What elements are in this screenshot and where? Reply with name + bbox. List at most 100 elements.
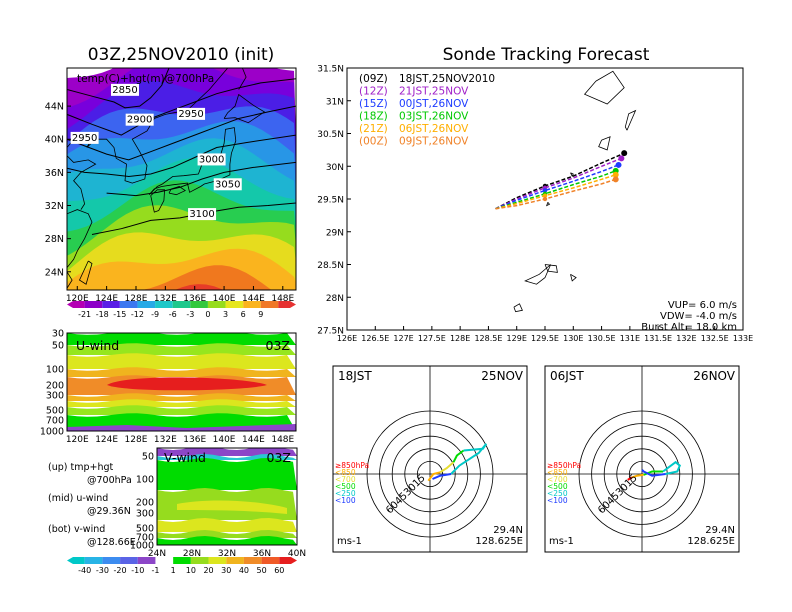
contour-label-bg	[70, 131, 99, 144]
level-legend: <100	[335, 496, 356, 505]
map-frame	[66, 67, 297, 291]
track-endpoint	[621, 150, 628, 157]
lon-tick: 126.5E	[361, 334, 389, 343]
pressure-tick: 200	[46, 381, 64, 392]
launch-code: (12Z)	[359, 86, 388, 98]
colorbar-label: 9	[258, 310, 263, 319]
colorbar-label: -3	[186, 310, 194, 319]
u-wind-label: U-wind	[76, 338, 119, 353]
track-endpoint	[615, 161, 622, 168]
legend-up-level: @700hPa	[87, 475, 132, 486]
temperature-band	[174, 284, 224, 290]
level-legend: <250	[547, 489, 568, 498]
wind-unit: ms-1	[337, 536, 362, 547]
colorbar-label: 50	[257, 566, 267, 575]
lat-tick: 28N	[45, 234, 64, 245]
contour-label: 2900	[127, 115, 152, 126]
island-outline	[544, 264, 558, 273]
height-contour	[67, 134, 296, 178]
colorbar-swatch	[261, 557, 280, 564]
v-wind-time: 03Z	[267, 450, 291, 465]
hodograph-lon: 128.625E	[475, 536, 523, 547]
hodograph-lat: 29.4N	[493, 525, 523, 536]
pressure-tick: 30	[52, 329, 64, 340]
colorbar-swatch	[137, 557, 156, 564]
lat-tick: 32N	[218, 549, 236, 559]
lon-tick: 127E	[393, 334, 413, 343]
wind-trace	[432, 473, 452, 480]
wind-trace	[631, 473, 644, 479]
colorbar-swatch	[84, 301, 103, 308]
coastline	[223, 93, 266, 124]
u-wind-band	[67, 405, 296, 415]
hodograph-time: 06JST	[550, 369, 584, 383]
lon-tick: 124E	[95, 294, 118, 304]
u-wind-band	[67, 367, 296, 377]
pressure-tick: 700	[46, 416, 64, 427]
lon-tick: 132E	[154, 294, 177, 304]
height-contour	[67, 68, 170, 109]
island-outline	[570, 273, 577, 282]
track-line	[495, 157, 622, 210]
track-marker	[542, 193, 548, 198]
level-legend: <850	[335, 468, 356, 477]
main-title: 03Z,25NOV2010 (init)	[88, 45, 275, 65]
lon-tick: 140E	[213, 435, 236, 445]
contour-label: 2850	[112, 85, 137, 96]
surface-band	[67, 424, 296, 431]
lon-tick: 129E	[507, 334, 527, 343]
colorbar-swatch	[137, 301, 156, 308]
wind-colorbar: -40 -30 -20 -10 -1 1 10 20 30 40 50 60	[67, 557, 297, 575]
colorbar-swatch	[155, 301, 173, 308]
pressure-tick: 1000	[40, 427, 64, 438]
temperature-height-map: 2850 2900 2950 2950 3000 3050 3100 temp(C)+hgt…	[45, 67, 297, 304]
height-contour	[67, 78, 296, 136]
contour-label-bg	[213, 178, 242, 191]
lon-tick: 140E	[213, 294, 236, 304]
lat-tick: 31N	[326, 97, 344, 107]
pressure-tick: 300	[136, 509, 154, 520]
colorbar-swatch	[119, 301, 138, 308]
colorbar-label: 6	[241, 310, 246, 319]
colorbar-label: -6	[169, 310, 177, 319]
u-wind-band	[67, 393, 296, 401]
colorbar-swatch	[73, 557, 85, 564]
contour-label: 2950	[178, 109, 203, 120]
lon-tick: 132E	[676, 334, 696, 343]
lat-tick: 40N	[288, 549, 306, 559]
wind-trace	[427, 471, 441, 482]
u-wind-time: 03Z	[266, 338, 290, 353]
colorbar-swatch	[102, 557, 121, 564]
v-wind-band	[157, 458, 297, 490]
level-legend: <500	[335, 482, 356, 491]
u-wind-band	[67, 343, 296, 355]
level-legend: ≥850hPa	[547, 461, 581, 470]
lon-tick: 120E	[66, 294, 89, 304]
pressure-tick: 700	[136, 533, 154, 544]
colorbar-label: 60	[274, 566, 284, 575]
colorbar-label: 0	[205, 310, 210, 319]
lon-tick: 132.5E	[701, 334, 729, 343]
wind-trace	[662, 460, 682, 475]
colorbar-label: -18	[96, 310, 109, 319]
colorbar-label: 30	[221, 566, 231, 575]
colorbar-label: -1	[151, 566, 159, 575]
temperature-colorbar: -21 -18 -15 -12 -9 -6 -3 0 3 6 9	[67, 301, 296, 319]
colorbar-swatch	[279, 557, 291, 564]
colorbar-swatch	[226, 557, 244, 564]
lon-tick: 136E	[183, 435, 206, 445]
colorbar-swatch	[278, 301, 290, 308]
lat-tick: 30N	[326, 163, 344, 173]
v-wind-label: V-wind	[164, 450, 206, 465]
label-bg	[477, 369, 525, 383]
coastline	[67, 271, 73, 289]
colorbar-swatch	[260, 301, 279, 308]
colorbar-swatch	[225, 301, 244, 308]
lon-tick: 131E	[620, 334, 640, 343]
launch-parameter: VUP= 6.0 m/s	[668, 300, 737, 311]
track-title: Sonde Tracking Forecast	[443, 45, 650, 65]
colorbar-swatch	[102, 301, 120, 308]
lat-tick: 28.5N	[317, 261, 344, 271]
